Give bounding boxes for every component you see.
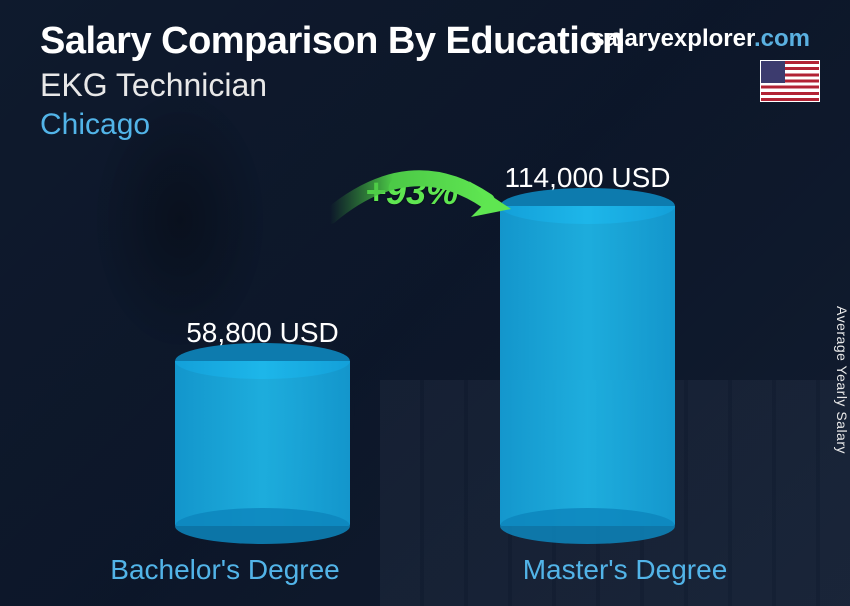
bar-shape [500, 206, 675, 526]
bar-labels-row: Bachelor's Degree Master's Degree [0, 554, 850, 586]
brand-logo: salaryexplorer.com [591, 25, 810, 53]
bar-group: 114,000 USD [500, 162, 675, 526]
arrow-icon [315, 161, 515, 241]
bar-shape [175, 361, 350, 526]
bar-group: 58,800 USD [175, 317, 350, 526]
job-title: EKG Technician [40, 67, 810, 104]
header: Salary Comparison By Education salaryexp… [0, 0, 850, 142]
country-flag-icon [760, 60, 820, 102]
brand-name-stem: salaryexplorer [591, 25, 754, 52]
location-name: Chicago [40, 108, 810, 142]
bar-category-label: Bachelor's Degree [100, 554, 350, 586]
brand-name-suffix: .com [754, 25, 810, 52]
chart-container: Salary Comparison By Education salaryexp… [0, 0, 850, 606]
percent-increase-badge: +93% [365, 171, 458, 213]
bar-category-label: Master's Degree [500, 554, 750, 586]
chart-area: Average Yearly Salary 58,800 USD 114,000… [0, 166, 850, 586]
